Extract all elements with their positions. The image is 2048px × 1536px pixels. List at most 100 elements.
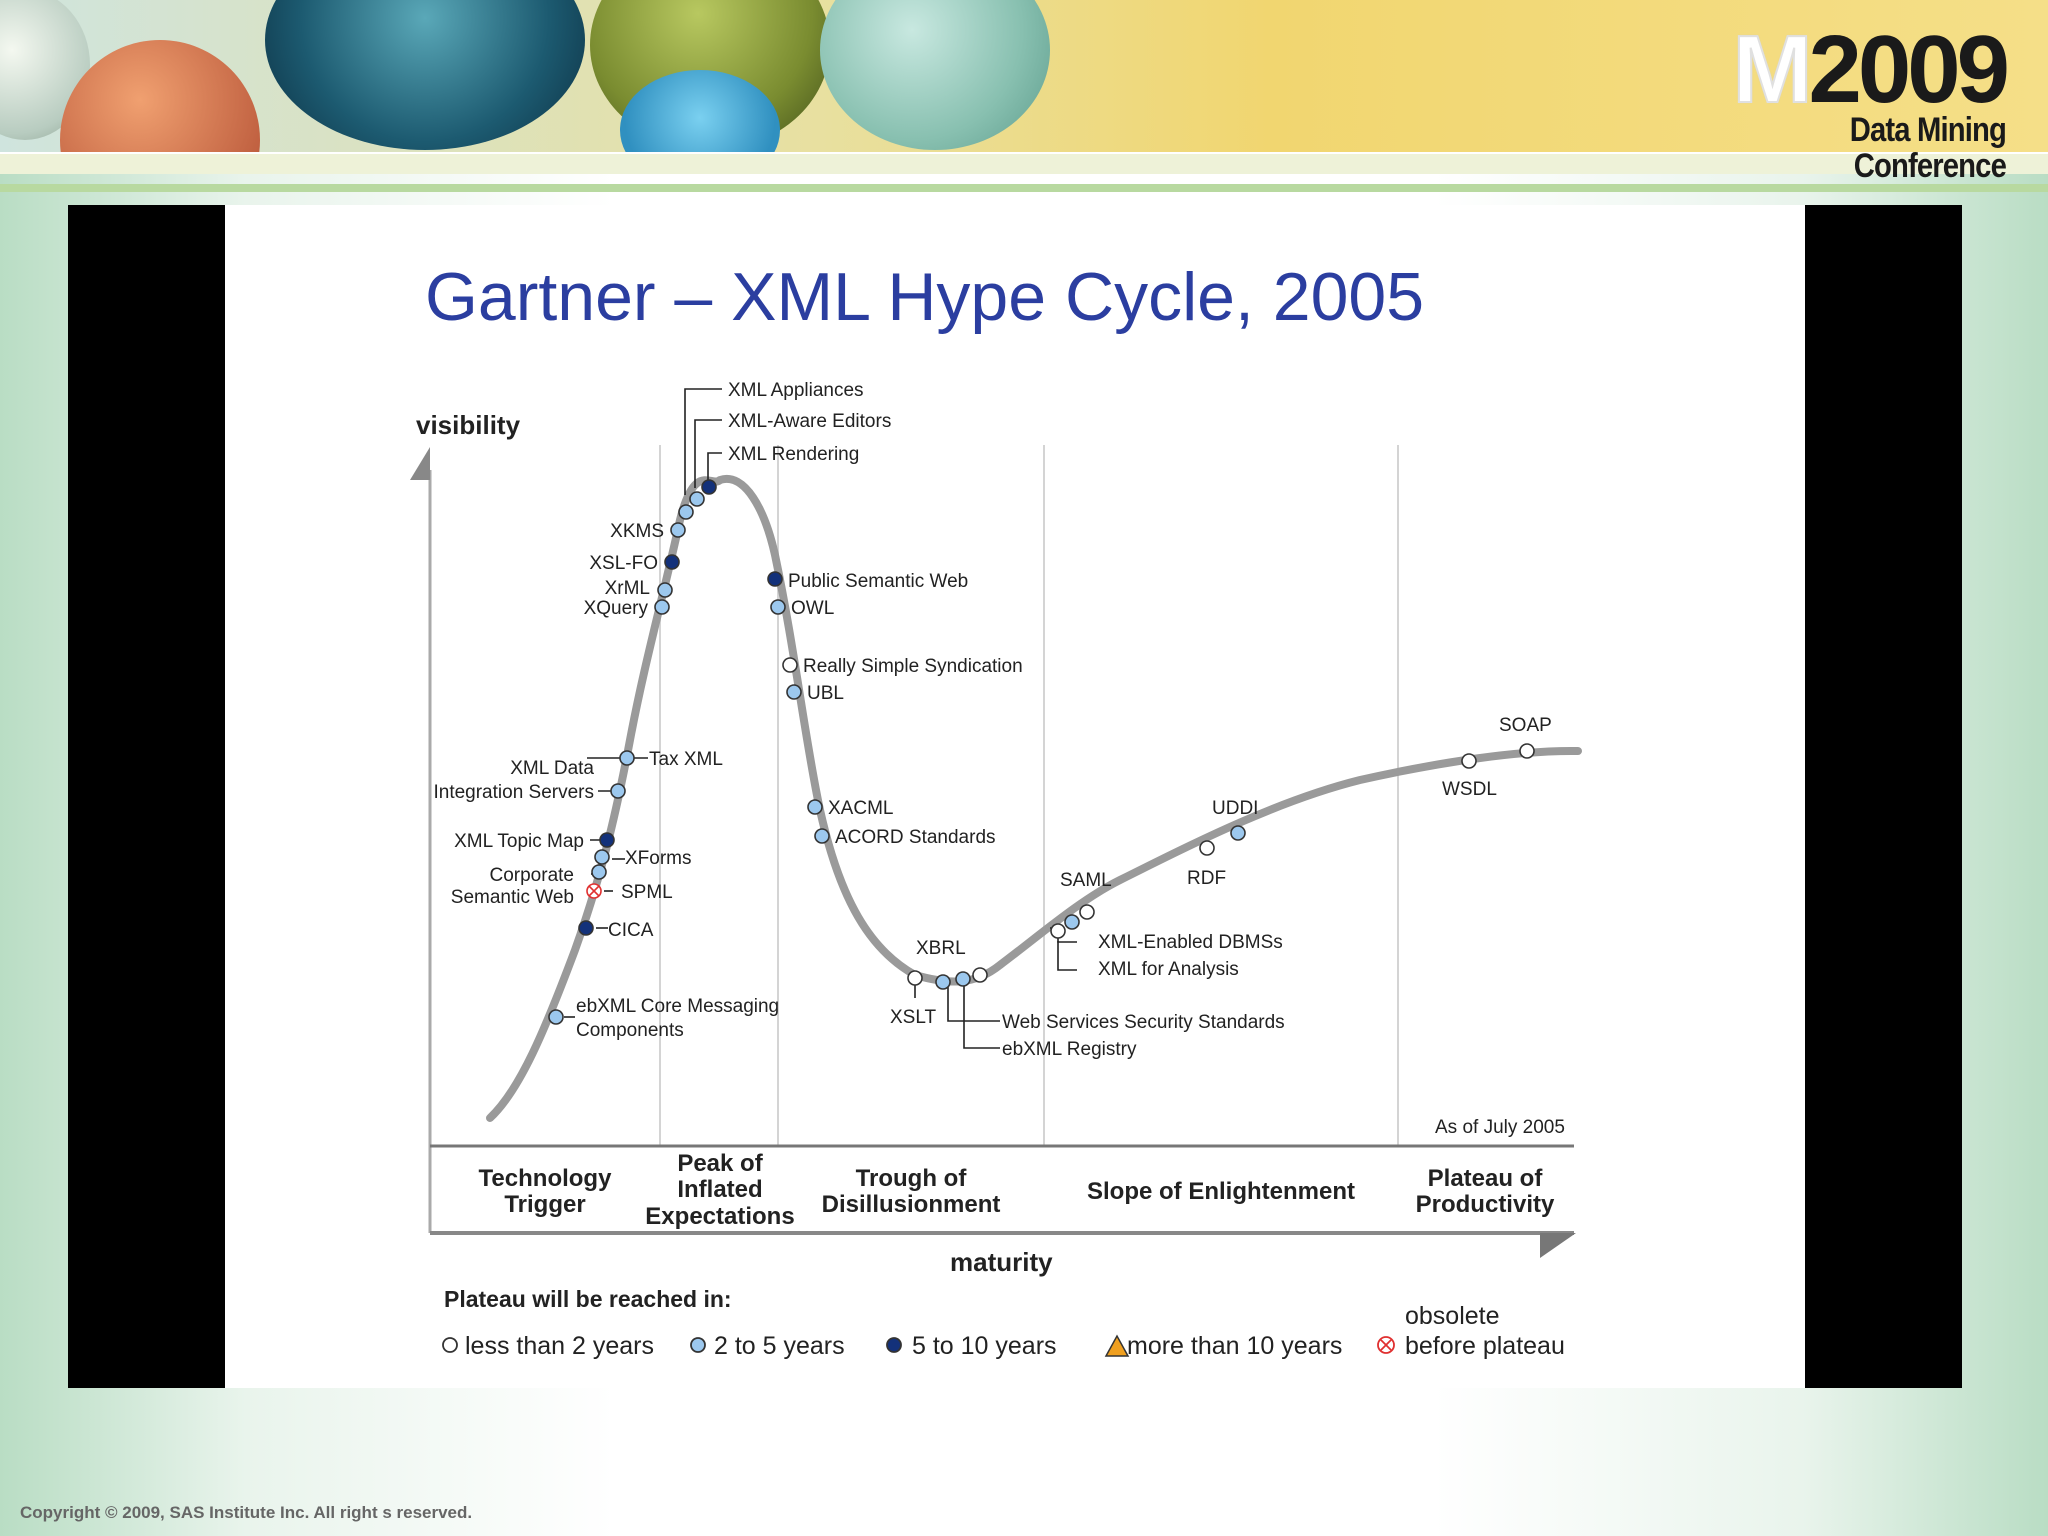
label-saml: SAML: [1060, 870, 1112, 891]
header-banner: [0, 0, 2048, 152]
phase-peak-line1: Peak of: [677, 1150, 763, 1177]
legend-5-to-10-marker: [886, 1337, 902, 1353]
label-uddi: UDDI: [1212, 798, 1258, 819]
point-wsdl: [1461, 753, 1477, 769]
label-xsl-fo: XSL-FO: [589, 553, 658, 574]
point-xrml: [657, 582, 673, 598]
point-uddi: [1230, 825, 1246, 841]
phase-trough-line2: Disillusionment: [822, 1191, 1001, 1218]
label-xml-aware-editors: XML-Aware Editors: [728, 411, 891, 432]
logo-subtitle: Data Mining Conference: [1849, 111, 2007, 185]
point-xml-data-integration: [610, 783, 626, 799]
label-xml-enabled-dbms: XML-Enabled DBMSs: [1098, 932, 1283, 953]
legend-obsolete-line1: obsolete: [1405, 1302, 1500, 1330]
slide-content: [225, 205, 1805, 1388]
hype-curve: [486, 474, 1582, 1122]
legend-less-than-2-marker: [442, 1337, 458, 1353]
label-soap: SOAP: [1499, 715, 1552, 736]
label-ubl: UBL: [807, 683, 844, 704]
point-ebxml-registry: [972, 967, 988, 983]
leader-lines: [564, 388, 1077, 1049]
label-xml-topic-map: XML Topic Map: [454, 831, 584, 852]
legend-title: Plateau will be reached in:: [444, 1286, 732, 1312]
x-axis-label: maturity: [950, 1247, 1053, 1277]
legend: Plateau will be reached in: less than 2 …: [442, 1286, 1565, 1360]
label-xforms: XForms: [625, 848, 692, 869]
as-of-date: As of July 2005: [1435, 1117, 1565, 1138]
point-rdf: [1199, 840, 1215, 856]
phase-plateau-line1: Plateau of: [1428, 1165, 1544, 1192]
label-xml-data-line2: Integration Servers: [433, 782, 594, 803]
logo-wordmark: M2009: [1731, 16, 2010, 123]
point-acord: [814, 828, 830, 844]
legend-more-than-10: more than 10 years: [1127, 1332, 1342, 1360]
label-spml: SPML: [621, 882, 673, 903]
label-xml-rendering: XML Rendering: [728, 444, 859, 465]
legend-less-than-2: less than 2 years: [465, 1332, 654, 1360]
point-ebxml-messaging: [548, 1009, 564, 1025]
point-xsl-fo: [664, 554, 680, 570]
point-xml-aware-editors: [689, 491, 705, 507]
label-public-semantic-web: Public Semantic Web: [788, 571, 968, 592]
label-xbrl: XBRL: [916, 938, 966, 959]
legend-2-to-5-marker: [690, 1337, 706, 1353]
label-wsdl: WSDL: [1442, 779, 1497, 800]
conference-logo: M2009 Data Mining Conference: [1646, 16, 2010, 185]
label-cica: CICA: [608, 920, 654, 941]
legend-5-to-10: 5 to 10 years: [912, 1332, 1057, 1360]
legend-2-to-5: 2 to 5 years: [714, 1332, 845, 1360]
point-owl: [770, 599, 786, 615]
point-public-semantic-web: [767, 571, 783, 587]
legend-more-than-10-marker: [1104, 1334, 1130, 1357]
point-xkms: [670, 522, 686, 538]
point-rss: [782, 657, 798, 673]
phase-technology-trigger-line1: Technology: [479, 1165, 613, 1192]
point-xforms: [594, 849, 610, 865]
technology-points: [548, 479, 1535, 1025]
label-xml-appliances: XML Appliances: [728, 380, 864, 401]
label-acord: ACORD Standards: [835, 827, 996, 848]
point-tax-xml: [619, 750, 635, 766]
phase-technology-trigger-line2: Trigger: [504, 1191, 585, 1218]
label-ebxml-messaging-line2: Components: [576, 1020, 684, 1041]
technology-labels: XML Appliances XML-Aware Editors XML Ren…: [433, 380, 1551, 1060]
legend-obsolete-line2: before plateau: [1405, 1332, 1565, 1360]
point-xml-appliances: [678, 504, 694, 520]
phase-peak-line2: Inflated: [677, 1176, 762, 1203]
spml-obsolete-mark: [588, 885, 600, 897]
point-xml-rendering: [701, 479, 717, 495]
label-ws-security: Web Services Security Standards: [1002, 1012, 1285, 1033]
point-xml-topic-map: [599, 832, 615, 848]
y-axis-label: visibility: [416, 410, 521, 440]
label-rss: Really Simple Syndication: [803, 656, 1023, 677]
phase-slope: Slope of Enlightenment: [1087, 1178, 1355, 1205]
label-xrml: XrML: [605, 578, 650, 599]
phase-plateau-line2: Productivity: [1416, 1191, 1555, 1218]
point-ws-security: [955, 971, 971, 987]
point-xacml: [807, 799, 823, 815]
point-xml-for-analysis: [1050, 923, 1066, 939]
banner-divider: [0, 152, 2048, 174]
banner-divider-accent: [0, 184, 2048, 192]
phase-peak-line3: Expectations: [645, 1203, 794, 1230]
point-xbrl: [935, 974, 951, 990]
label-xkms: XKMS: [610, 521, 664, 542]
phase-separators: [659, 445, 1399, 1146]
phase-labels: Technology Trigger Peak of Inflated Expe…: [479, 1150, 1555, 1230]
point-xml-enabled-dbms: [1064, 914, 1080, 930]
label-rdf: RDF: [1187, 868, 1226, 889]
label-owl: OWL: [791, 598, 834, 619]
label-xml-data-line1: XML Data: [510, 758, 594, 779]
label-ebxml-messaging-line1: ebXML Core Messaging: [576, 996, 779, 1017]
slide-title: Gartner – XML Hype Cycle, 2005: [425, 259, 1425, 335]
label-ebxml-registry: ebXML Registry: [1002, 1039, 1137, 1060]
label-xslt: XSLT: [890, 1007, 937, 1028]
point-corporate-semantic-web: [591, 864, 607, 880]
point-soap: [1519, 743, 1535, 759]
phase-trough-line1: Trough of: [856, 1165, 968, 1192]
point-saml: [1079, 904, 1095, 920]
point-xquery: [654, 599, 670, 615]
point-cica: [578, 920, 594, 936]
label-corporate-line1: Corporate: [490, 865, 575, 886]
